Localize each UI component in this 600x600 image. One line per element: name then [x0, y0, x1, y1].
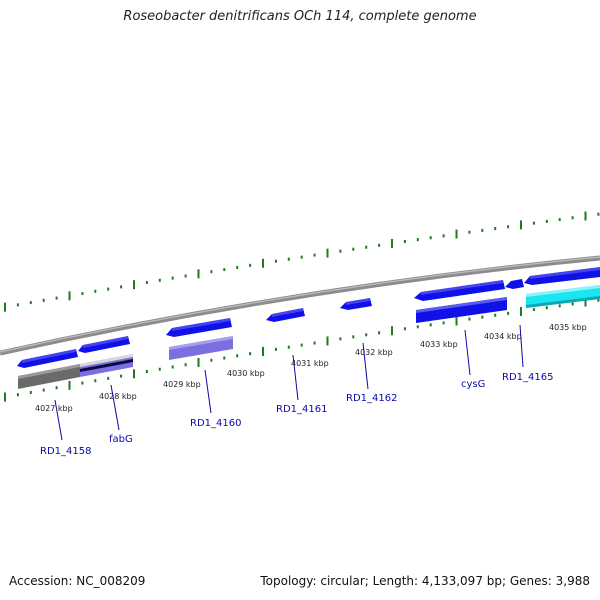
cyan-feature — [526, 285, 600, 307]
accession-value: NC_008209 — [76, 574, 146, 588]
gene-label-leaders — [54, 324, 524, 441]
forward-gene-track — [17, 267, 600, 368]
gene-label-rd1-4161[interactable]: RD1_4161 — [276, 404, 327, 415]
map-title: Roseobacter denitrificans OCh 114, compl… — [123, 9, 477, 24]
outer-tick-ring — [4, 211, 600, 312]
gene-label-rd1-4162[interactable]: RD1_4162 — [346, 393, 397, 404]
accession-label: Accession: — [9, 574, 73, 588]
gray-feature — [18, 364, 80, 389]
genome-backbone — [0, 255, 600, 356]
gene-label-rd1-4158[interactable]: RD1_4158 — [40, 446, 91, 457]
kbp-label: 4027 kbp — [35, 404, 73, 413]
kbp-label: 4031 kbp — [291, 359, 329, 368]
gene-feature[interactable] — [505, 279, 524, 289]
kbp-label: 4032 kbp — [355, 348, 393, 357]
kbp-label: 4028 kbp — [99, 392, 137, 401]
kbp-label: 4030 kbp — [227, 369, 265, 378]
gene-labels: RD1_4158 fabG RD1_4160 RD1_4161 RD1_4162… — [40, 372, 553, 457]
kbp-label: 4035 kbp — [549, 323, 587, 332]
gene-label-rd1-4160[interactable]: RD1_4160 — [190, 418, 241, 429]
kbp-label: 4033 kbp — [420, 340, 458, 349]
feature-track — [18, 285, 600, 389]
gene-label-fabg[interactable]: fabG — [109, 434, 133, 445]
inner-tick-ring — [4, 297, 600, 402]
kbp-label: 4029 kbp — [163, 380, 201, 389]
purple-feature — [169, 336, 233, 360]
gene-shading — [22, 267, 600, 363]
gene-label-rd1-4165[interactable]: RD1_4165 — [502, 372, 553, 383]
genome-backbone-highlight — [0, 256, 600, 353]
topology-text: Topology: circular; Length: 4,133,097 bp… — [260, 574, 590, 588]
accession-text: Accession: NC_008209 — [9, 574, 145, 588]
kbp-labels: 4027 kbp 4028 kbp 4029 kbp 4030 kbp 4031… — [35, 323, 587, 413]
gene-label-cysg[interactable]: cysG — [461, 379, 485, 390]
kbp-label: 4034 kbp — [484, 332, 522, 341]
blue-feature — [416, 297, 507, 323]
